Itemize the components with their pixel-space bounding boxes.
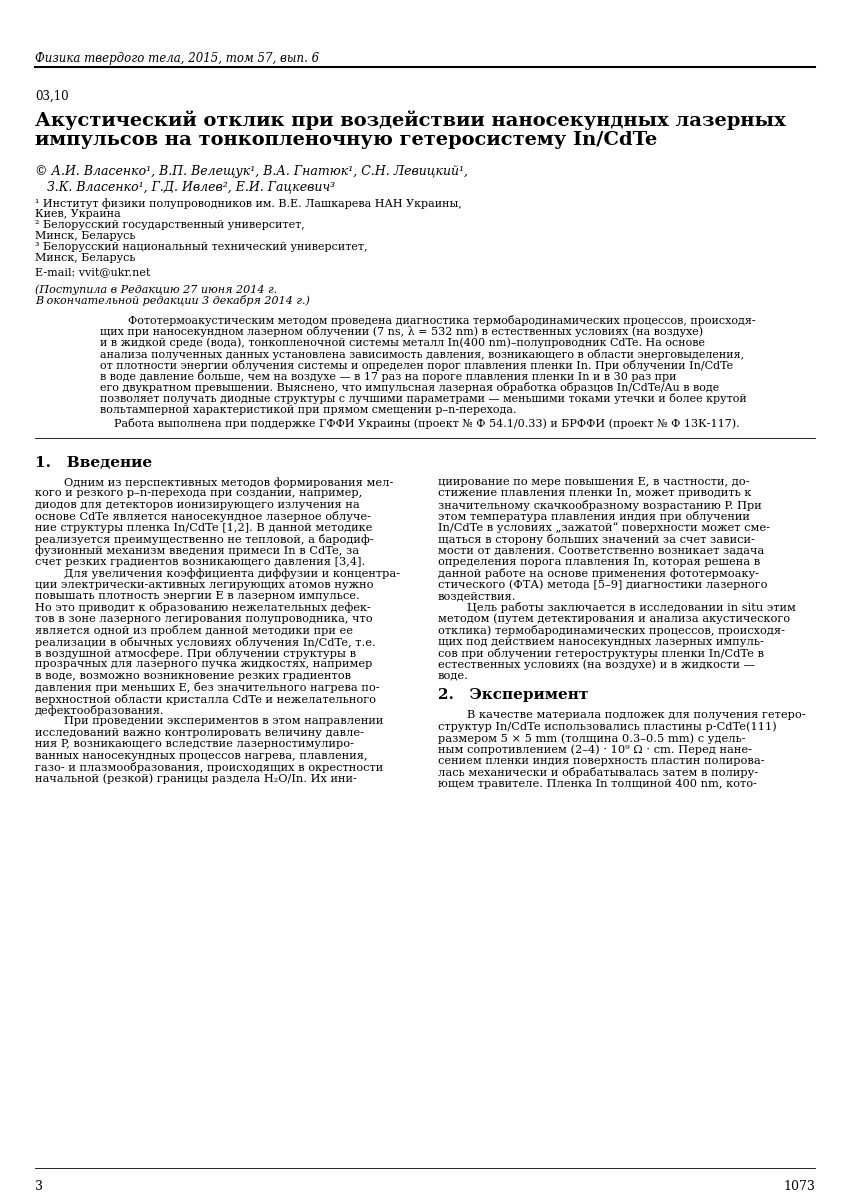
Text: Акустический отклик при воздействии наносекундных лазерных: Акустический отклик при воздействии нано…: [35, 109, 785, 130]
Text: Работа выполнена при поддержке ГФФИ Украины (проект № Ф 54.1/0.33) и БРФФИ (прое: Работа выполнена при поддержке ГФФИ Укра…: [100, 417, 740, 428]
Text: З.К. Власенко¹, Г.Д. Ивлев², Е.И. Гацкевич³: З.К. Власенко¹, Г.Д. Ивлев², Е.И. Гацкев…: [35, 180, 335, 192]
Text: При проведении экспериментов в этом направлении: При проведении экспериментов в этом напр…: [35, 717, 383, 727]
Text: Фототермоакустическим методом проведена диагностика термобародинамических процес: Фототермоакустическим методом проведена …: [100, 315, 756, 326]
Text: естественных условиях (на воздухе) и в жидкости —: естественных условиях (на воздухе) и в ж…: [438, 659, 755, 670]
Text: Физика твердого тела, 2015, том 57, вып. 6: Физика твердого тела, 2015, том 57, вып.…: [35, 52, 319, 65]
Text: В качестве материала подложек для получения гетеро-: В качестве материала подложек для получе…: [438, 710, 806, 721]
Text: 03,10: 03,10: [35, 90, 69, 103]
Text: Киев, Украина: Киев, Украина: [35, 209, 121, 219]
Text: 2.   Эксперимент: 2. Эксперимент: [438, 688, 588, 703]
Text: ным сопротивлением (2–4) · 10⁹ Ω · cm. Перед нане-: ным сопротивлением (2–4) · 10⁹ Ω · cm. П…: [438, 745, 752, 755]
Text: мости от давления. Соответственно возникает задача: мости от давления. Соответственно возник…: [438, 545, 764, 556]
Text: в воде давление больше, чем на воздухе — в 17 раз на пороге плавления пленки In : в воде давление больше, чем на воздухе —…: [100, 371, 677, 383]
Text: анализа полученных данных установлена зависимость давления, возникающего в облас: анализа полученных данных установлена за…: [100, 349, 744, 360]
Text: 1.   Введение: 1. Введение: [35, 456, 152, 470]
Text: ванных наносекундных процессов нагрева, плавления,: ванных наносекундных процессов нагрева, …: [35, 751, 367, 760]
Text: размером 5 × 5 mm (толщина 0.3–0.5 mm) с удель-: размером 5 × 5 mm (толщина 0.3–0.5 mm) с…: [438, 733, 745, 743]
Text: вольтамперной характеристикой при прямом смещении p–n-перехода.: вольтамперной характеристикой при прямом…: [100, 404, 517, 415]
Text: газо- и плазмообразования, происходящих в окрестности: газо- и плазмообразования, происходящих …: [35, 761, 383, 774]
Text: ющем травителе. Пленка In толщиной 400 nm, кото-: ющем травителе. Пленка In толщиной 400 n…: [438, 778, 757, 789]
Text: структур In/CdTe использовались пластины p-CdTe(111): структур In/CdTe использовались пластины…: [438, 722, 777, 733]
Text: Одним из перспективных методов формирования мел-: Одним из перспективных методов формирова…: [35, 478, 394, 487]
Text: ции электрически-активных легирующих атомов нужно: ции электрически-активных легирующих ато…: [35, 580, 373, 589]
Text: Для увеличения коэффициента диффузии и концентра-: Для увеличения коэффициента диффузии и к…: [35, 568, 400, 579]
Text: реализуется преимущественно не тепловой, а бародиф-: реализуется преимущественно не тепловой,…: [35, 534, 374, 545]
Text: методом (путем детектирования и анализа акустического: методом (путем детектирования и анализа …: [438, 614, 790, 624]
Text: щаться в сторону больших значений за счет зависи-: щаться в сторону больших значений за сче…: [438, 534, 755, 545]
Text: тов в зоне лазерного легирования полупроводника, что: тов в зоне лазерного легирования полупро…: [35, 614, 372, 624]
Text: In/CdTe в условиях „зажатой“ поверхности может сме-: In/CdTe в условиях „зажатой“ поверхности…: [438, 522, 770, 533]
Text: значительному скачкообразному возрастанию P. При: значительному скачкообразному возрастани…: [438, 499, 762, 511]
Text: позволяет получать диодные структуры с лучшими параметрами — меньшими токами уте: позволяет получать диодные структуры с л…: [100, 393, 747, 404]
Text: счет резких градиентов возникающего давления [3,4].: счет резких градиентов возникающего давл…: [35, 557, 366, 567]
Text: прозрачных для лазерного пучка жидкостях, например: прозрачных для лазерного пучка жидкостях…: [35, 659, 372, 669]
Text: и в жидкой среде (вода), тонкопленочной системы металл In(400 nm)–полупроводник : и в жидкой среде (вода), тонкопленочной …: [100, 337, 705, 348]
Text: фузионный механизм введения примеси In в CdTe, за: фузионный механизм введения примеси In в…: [35, 545, 359, 556]
Text: кого и резкого p–n-перехода при создании, например,: кого и резкого p–n-перехода при создании…: [35, 488, 362, 498]
Text: В окончательной редакции 3 декабря 2014 г.): В окончательной редакции 3 декабря 2014 …: [35, 295, 310, 307]
Text: (Поступила в Редакцию 27 июня 2014 г.: (Поступила в Редакцию 27 июня 2014 г.: [35, 284, 277, 295]
Text: от плотности энергии облучения системы и определен порог плавления пленки In. Пр: от плотности энергии облучения системы и…: [100, 360, 733, 371]
Text: дефектообразования.: дефектообразования.: [35, 705, 165, 716]
Text: является одной из проблем данной методики при ее: является одной из проблем данной методик…: [35, 626, 353, 636]
Text: © А.И. Власенко¹, В.П. Велещук¹, В.А. Гнатюк¹, С.Н. Левицкий¹,: © А.И. Власенко¹, В.П. Велещук¹, В.А. Гн…: [35, 165, 468, 178]
Text: исследований важно контролировать величину давле-: исследований важно контролировать величи…: [35, 728, 364, 737]
Text: Но это приводит к образованию нежелательных дефек-: Но это приводит к образованию нежелатель…: [35, 603, 371, 614]
Text: ние структуры пленка In/CdTe [1,2]. В данной методике: ние структуры пленка In/CdTe [1,2]. В да…: [35, 522, 372, 533]
Text: ¹ Институт физики полупроводников им. В.Е. Лашкарева НАН Украины,: ¹ Институт физики полупроводников им. В.…: [35, 198, 462, 209]
Text: Цель работы заключается в исследовании in situ этим: Цель работы заключается в исследовании i…: [438, 603, 796, 614]
Text: верхностной области кристалла CdTe и нежелательного: верхностной области кристалла CdTe и неж…: [35, 694, 376, 705]
Text: 3: 3: [35, 1180, 43, 1193]
Text: определения порога плавления In, которая решена в: определения порога плавления In, которая…: [438, 557, 760, 567]
Text: в воде, возможно возникновение резких градиентов: в воде, возможно возникновение резких гр…: [35, 671, 351, 681]
Text: отклика) термобародинамических процессов, происходя-: отклика) термобародинамических процессов…: [438, 626, 785, 636]
Text: ² Белорусский государственный университет,: ² Белорусский государственный университе…: [35, 220, 305, 230]
Text: ³ Белорусский национальный технический университет,: ³ Белорусский национальный технический у…: [35, 242, 367, 251]
Text: стижение плавления пленки In, может приводить к: стижение плавления пленки In, может прив…: [438, 488, 751, 498]
Text: воде.: воде.: [438, 671, 469, 681]
Text: стического (ФТА) метода [5–9] диагностики лазерного: стического (ФТА) метода [5–9] диагностик…: [438, 580, 768, 591]
Text: E-mail: vvit@ukr.net: E-mail: vvit@ukr.net: [35, 267, 150, 277]
Text: щих под действием наносекундных лазерных импуль-: щих под действием наносекундных лазерных…: [438, 636, 764, 646]
Text: диодов для детекторов ионизирующего излучения на: диодов для детекторов ионизирующего излу…: [35, 499, 360, 510]
Text: щих при наносекундном лазерном облучении (7 ns, λ = 532 nm) в естественных услов: щих при наносекундном лазерном облучении…: [100, 326, 703, 337]
Text: циирование по мере повышения E, в частности, до-: циирование по мере повышения E, в частно…: [438, 478, 750, 487]
Text: реализации в обычных условиях облучения In/CdTe, т.е.: реализации в обычных условиях облучения …: [35, 636, 376, 647]
Text: его двукратном превышении. Выяснено, что импульсная лазерная обработка образцов : его двукратном превышении. Выяснено, что…: [100, 383, 719, 393]
Text: ния P, возникающего вследствие лазерностимулиро-: ния P, возникающего вследствие лазерност…: [35, 739, 354, 749]
Text: импульсов на тонкопленочную гетеросистему In/CdTe: импульсов на тонкопленочную гетеросистем…: [35, 131, 657, 149]
Text: начальной (резкой) границы раздела H₂O/In. Их ини-: начальной (резкой) границы раздела H₂O/I…: [35, 774, 357, 784]
Text: давления при меньших E, без значительного нагрева по-: давления при меньших E, без значительног…: [35, 682, 380, 693]
Text: в воздушной атмосфере. При облучении структуры в: в воздушной атмосфере. При облучении стр…: [35, 648, 356, 659]
Text: Минск, Беларусь: Минск, Беларусь: [35, 253, 135, 263]
Text: воздействия.: воздействия.: [438, 591, 517, 602]
Text: данной работе на основе применения фототермоаку-: данной работе на основе применения фотот…: [438, 568, 759, 579]
Text: повышать плотность энергии E в лазерном импульсе.: повышать плотность энергии E в лазерном …: [35, 591, 360, 602]
Text: лась механически и обрабатывалась затем в полиру-: лась механически и обрабатывалась затем …: [438, 768, 758, 778]
Text: сов при облучении гетероструктуры пленки In/CdTe в: сов при облучении гетероструктуры пленки…: [438, 648, 764, 659]
Text: этом температура плавления индия при облучении: этом температура плавления индия при обл…: [438, 511, 750, 522]
Text: 1073: 1073: [783, 1180, 815, 1193]
Text: Минск, Беларусь: Минск, Беларусь: [35, 231, 135, 241]
Text: основе CdTe является наносекундное лазерное облуче-: основе CdTe является наносекундное лазер…: [35, 511, 371, 522]
Text: сением пленки индия поверхность пластин полирова-: сением пленки индия поверхность пластин …: [438, 755, 765, 766]
